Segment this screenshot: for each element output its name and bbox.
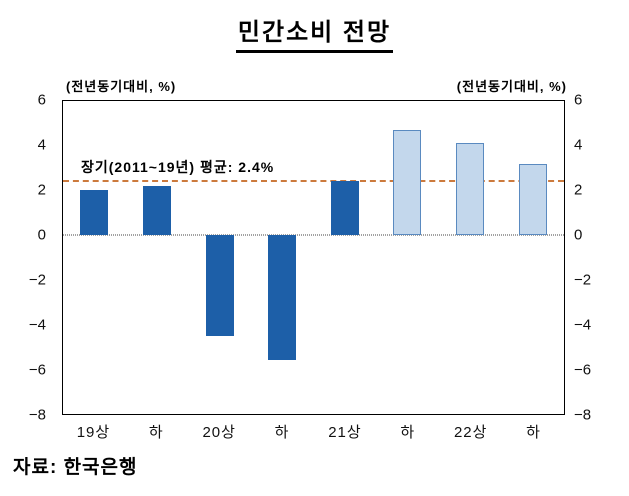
x-axis-labels: 19상 하 20상 하 21상 하 22상 하 <box>62 421 565 443</box>
average-line <box>63 180 564 183</box>
y-tick-label: 4 <box>37 136 46 154</box>
x-tick-label: 하 <box>526 424 541 441</box>
y-ticks-right: 6 4 2 0 −2 −4 −6 −8 <box>574 92 620 424</box>
y-tick-label: −8 <box>574 406 592 424</box>
x-tick-label: 19상 <box>76 424 111 441</box>
y-tick-label: 6 <box>574 91 583 109</box>
bar-21상 <box>330 181 359 236</box>
plot-area: 장기(2011~19년) 평균: 2.4% <box>62 100 565 415</box>
y-tick-label: −6 <box>574 361 592 379</box>
y-tick-label: 2 <box>37 181 46 199</box>
x-tick-label: 22상 <box>453 424 488 441</box>
y-ticks-left: 6 4 2 0 −2 −4 −6 −8 <box>0 92 46 424</box>
bar-19상 <box>80 190 109 236</box>
y-tick-label: −2 <box>574 271 592 289</box>
average-line-label: 장기(2011~19년) 평균: 2.4% <box>81 159 275 176</box>
chart-title: 민간소비 전망 <box>235 12 394 53</box>
y-tick-label: −6 <box>28 361 46 379</box>
bar-하 <box>142 185 171 236</box>
x-tick-label: 21상 <box>328 424 362 441</box>
y-tick-label: 0 <box>37 226 46 244</box>
bar-하 <box>393 130 422 236</box>
x-tick-label: 하 <box>148 424 164 441</box>
x-tick-label: 하 <box>274 424 290 441</box>
bar-하 <box>268 235 297 361</box>
x-tick-label: 20상 <box>202 424 236 441</box>
bar-22상 <box>456 143 485 236</box>
y-tick-label: 4 <box>574 136 583 154</box>
x-tick-label: 하 <box>400 424 416 441</box>
source-note: 자료: 한국은행 <box>13 457 138 478</box>
y-tick-label: 0 <box>574 226 583 244</box>
y-tick-label: −4 <box>28 316 46 334</box>
y-tick-label: 6 <box>37 91 46 109</box>
bar-20상 <box>205 235 234 336</box>
y-axis-unit-right: (전년동기대비, %) <box>456 79 567 94</box>
y-tick-label: −8 <box>28 406 46 424</box>
bar-하 <box>518 163 547 236</box>
title-wrap: 민간소비 전망 <box>0 12 629 53</box>
y-axis-unit-left: (전년동기대비, %) <box>66 79 177 94</box>
y-tick-label: −2 <box>28 271 46 289</box>
zero-gridline <box>63 234 564 236</box>
y-tick-label: 2 <box>574 181 583 199</box>
y-tick-label: −4 <box>574 316 592 334</box>
